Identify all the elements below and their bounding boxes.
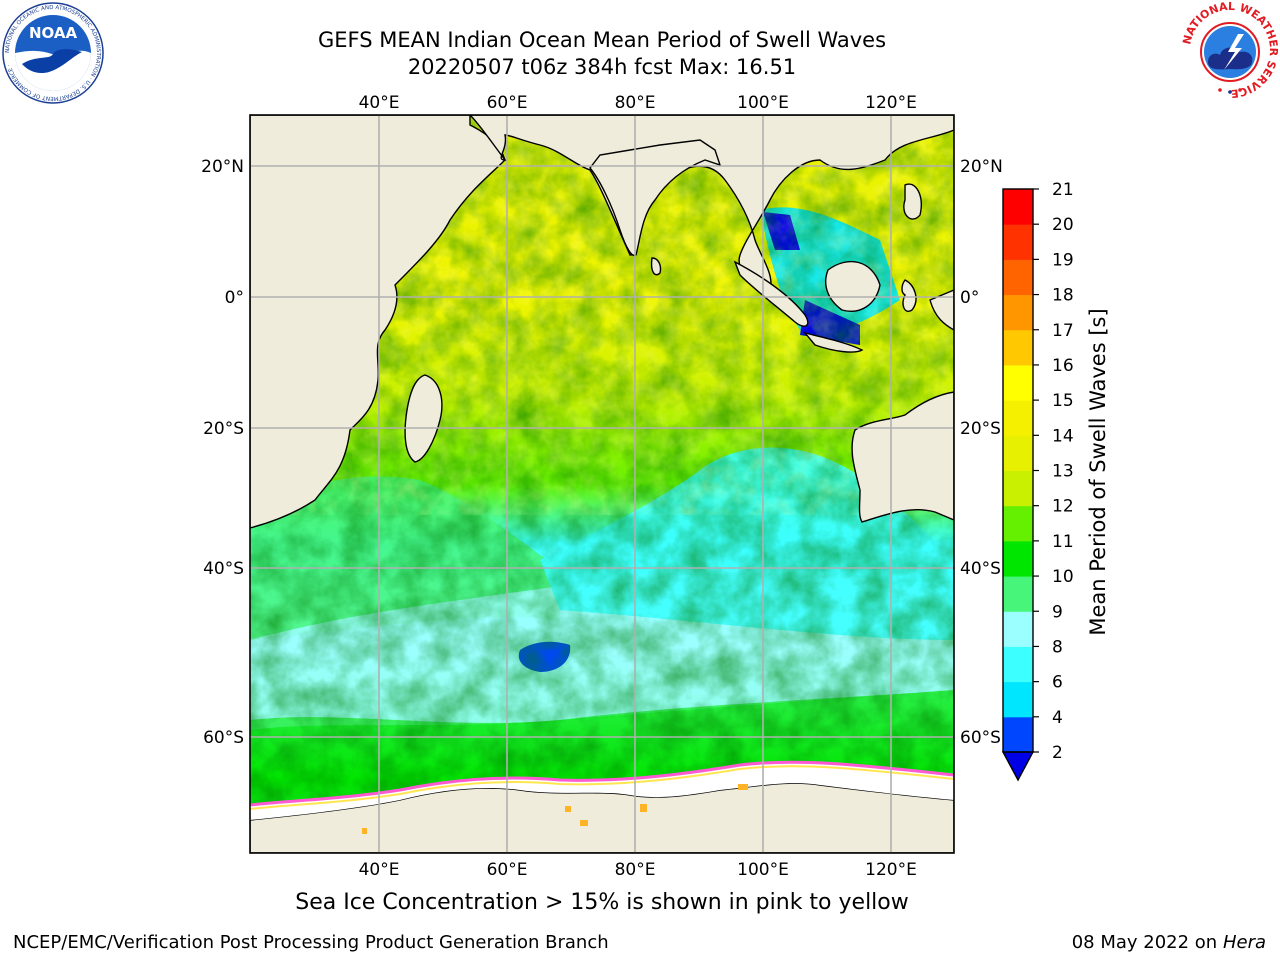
colorbar-segment xyxy=(1003,435,1033,471)
colorbar-segment xyxy=(1003,611,1033,647)
land-india xyxy=(589,139,722,257)
footer-machine: Hera xyxy=(1222,932,1266,953)
right-lat-tick-label: 0° xyxy=(960,288,979,308)
left-lat-tick-label: 0° xyxy=(225,288,244,308)
left-lat-tick-label: 20°S xyxy=(203,419,244,439)
sea-ice-caption: Sea Ice Concentration > 15% is shown in … xyxy=(295,890,909,915)
colorbar-tick-label: 14 xyxy=(1052,426,1074,446)
footer-date-text: 08 May 2022 on xyxy=(1071,932,1218,953)
right-lat-tick-label: 20°S xyxy=(960,419,1001,439)
bottom-lon-tick-label: 60°E xyxy=(487,860,528,880)
colorbar-under-arrow xyxy=(1001,751,1035,782)
top-lon-tick-label: 80°E xyxy=(615,93,656,113)
colorbar-tick-label: 13 xyxy=(1052,462,1074,482)
svg-text:NOAA: NOAA xyxy=(29,24,78,42)
colorbar: 2 4 6 8 9 10 11 12 13 14 15 16 17 18 19 20 21 xyxy=(1001,180,1074,782)
colorbar-segment xyxy=(1003,646,1033,683)
colorbar-tick-label: 15 xyxy=(1052,391,1074,411)
bottom-lon-tick-label: 100°E xyxy=(737,860,789,880)
colorbar-segment xyxy=(1003,224,1033,260)
colorbar-segment xyxy=(1003,716,1033,753)
map-gridlines xyxy=(250,115,954,853)
noaa-logo: NOAA NATIONAL OCEANIC AND ATMOSPHERIC AD… xyxy=(2,2,104,104)
map-panel xyxy=(250,115,954,853)
colorbar-segment xyxy=(1003,576,1033,612)
colorbar-segment xyxy=(1003,259,1033,296)
colorbar-segment xyxy=(1003,470,1033,507)
chart-subtitle: 20220507 t06z 384h fcst Max: 16.51 xyxy=(407,55,797,79)
colorbar-tick-label: 17 xyxy=(1052,321,1074,341)
colorbar-tick-label: 19 xyxy=(1052,250,1074,270)
top-lon-tick-label: 40°E xyxy=(359,93,400,113)
colorbar-segment xyxy=(1003,329,1033,366)
colorbar-tick-label: 20 xyxy=(1052,215,1074,235)
colorbar-tick-label: 12 xyxy=(1052,497,1074,517)
colorbar-tick-label: 4 xyxy=(1052,708,1063,728)
land-madagascar xyxy=(404,374,443,463)
top-lon-tick-label: 120°E xyxy=(865,93,917,113)
colorbar-segment xyxy=(1003,505,1033,542)
land-asia xyxy=(469,115,954,291)
land-java xyxy=(803,331,864,353)
land-sulawesi xyxy=(901,279,917,312)
land-australia xyxy=(851,391,954,523)
land-new-guinea xyxy=(929,289,954,331)
left-lat-tick-label: 40°S xyxy=(203,559,244,579)
right-lat-tick-label: 60°S xyxy=(960,728,1001,748)
landmasses xyxy=(250,115,954,853)
map-axis-labels: 40°E 40°E 60°E 60°E 80°E 80°E 100°E 100°E 120°E 1… xyxy=(201,93,1003,880)
bottom-lon-tick-label: 40°E xyxy=(359,860,400,880)
right-lat-tick-label: 40°S xyxy=(960,559,1001,579)
footer-producer: NCEP/EMC/Verification Post Processing Pr… xyxy=(13,932,609,953)
right-lat-tick-label: 20°N xyxy=(960,157,1003,177)
colorbar-segment xyxy=(1003,681,1033,718)
colorbar-tick-label: 6 xyxy=(1052,673,1063,693)
top-lon-tick-label: 100°E xyxy=(737,93,789,113)
colorbar-segment xyxy=(1003,294,1033,331)
left-lat-tick-label: 60°S xyxy=(203,728,244,748)
colorbar-segment xyxy=(1003,364,1033,401)
map-frame xyxy=(249,114,955,854)
colorbar-segment xyxy=(1003,400,1033,436)
sea-ice-edge-pink xyxy=(250,760,954,807)
colorbar-tick-label: 10 xyxy=(1052,567,1074,587)
colorbar-segment xyxy=(1003,540,1033,577)
land-sri-lanka xyxy=(650,257,662,276)
bottom-lon-tick-label: 80°E xyxy=(615,860,656,880)
colorbar-tick-label: 8 xyxy=(1052,637,1063,657)
chart-title: GEFS MEAN Indian Ocean Mean Period of Sw… xyxy=(317,28,887,52)
colorbar-tick-label: 9 xyxy=(1052,602,1063,622)
top-lon-tick-label: 60°E xyxy=(487,93,528,113)
left-lat-tick-label: 20°N xyxy=(201,157,244,177)
colorbar-tick-label: 18 xyxy=(1052,286,1074,306)
land-philippines xyxy=(903,183,922,220)
sea-ice-patches xyxy=(362,784,748,834)
sea-ice-edge-yellow xyxy=(250,765,954,810)
land-sumatra xyxy=(733,260,809,327)
colorbar-tick-label: 16 xyxy=(1052,356,1074,376)
land-borneo xyxy=(824,260,881,312)
bottom-lon-tick-label: 120°E xyxy=(865,860,917,880)
colorbar-tick-label: 2 xyxy=(1052,743,1063,763)
nws-logo: NATIONAL WEATHER SERVICE xyxy=(1180,0,1280,100)
land-africa-arabia xyxy=(250,115,506,529)
sea-ice-band xyxy=(250,762,954,820)
colorbar-tick-label: 11 xyxy=(1052,532,1074,552)
colorbar-label: Mean Period of Swell Waves [s] xyxy=(1086,308,1110,635)
colorbar-tick-label: 21 xyxy=(1052,180,1074,200)
footer-date: 08 May 2022 on Hera xyxy=(1072,932,1266,953)
colorbar-segment xyxy=(1003,189,1033,225)
